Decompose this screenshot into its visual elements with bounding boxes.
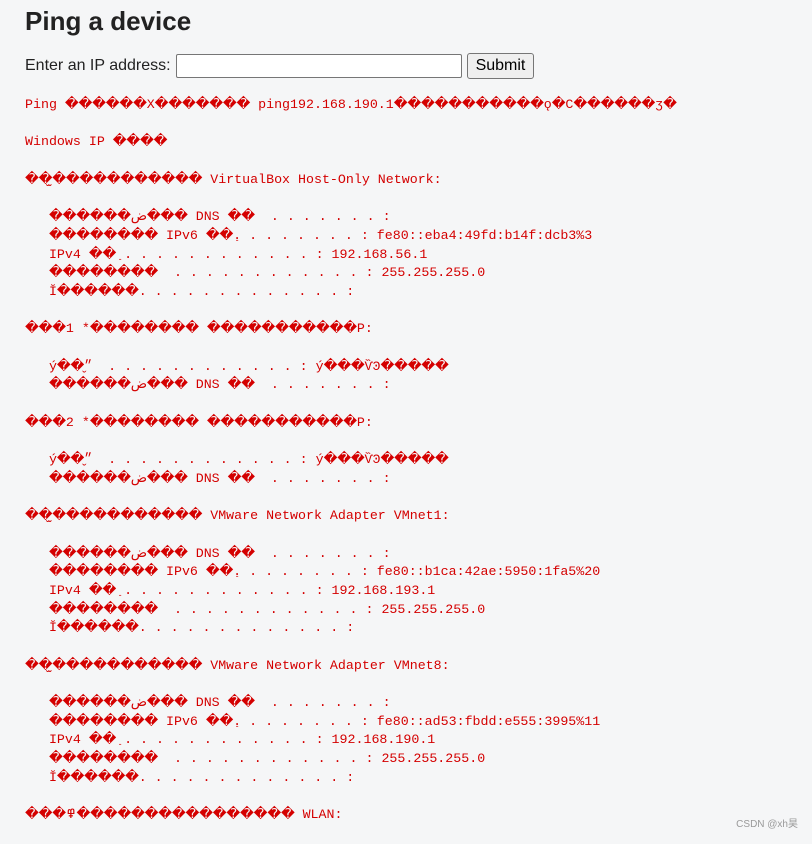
output-line: ������ض��� DNS �� . . . . . . . : xyxy=(25,470,391,486)
output-block: ������ض��� DNS �� . . . . . . . : ������… xyxy=(25,694,677,787)
output-block: Ping ������X������� ping192.168.190.1���… xyxy=(25,96,677,115)
output-line: �������� IPv6 ��ַ. . . . . . . . : fe80:… xyxy=(25,713,601,729)
output-line: ���2 *�������� �����������Ρ: xyxy=(25,414,373,430)
output-block: ��̫����������� VMware Network Adapter VM… xyxy=(25,507,677,526)
output-line: ���߾���������������� WLAN: xyxy=(25,807,343,823)
output-line: ������ض��� DNS �� . . . . . . . : xyxy=(25,209,391,225)
command-output: Ping ������X������� ping192.168.190.1���… xyxy=(25,96,677,844)
output-line: ��̫����������� VMware Network Adapter VM… xyxy=(25,657,450,673)
output-line: Windows IP ���� xyxy=(25,134,168,150)
output-block: ���߾���������������� WLAN: xyxy=(25,806,677,825)
output-block: ���1 *�������� �����������Ρ: xyxy=(25,320,677,339)
output-line: ��̫����������� VMware Network Adapter VM… xyxy=(25,508,450,524)
output-line: ������ض��� DNS �� . . . . . . . : xyxy=(25,545,391,561)
output-line: IPv4 ��ַ . . . . . . . . . . . . : 192.1… xyxy=(25,246,428,262)
output-line: Ĭ������. . . . . . . . . . . . . : xyxy=(25,620,355,636)
output-line: ��̫����������� VirtualBox Host-Only Netw… xyxy=(25,171,442,187)
ping-form: Enter an IP address: Submit xyxy=(25,53,535,79)
output-block: ������ض��� DNS �� . . . . . . . : ������… xyxy=(25,545,677,638)
output-block: ý��״̬ . . . . . . . . . . . . : ý���ѶϿ��… xyxy=(25,358,677,395)
output-block: ý��״̬ . . . . . . . . . . . . : ý���ѶϿ��… xyxy=(25,451,677,488)
output-line: ���1 *�������� �����������Ρ: xyxy=(25,321,373,337)
output-block: ������ض��� DNS �� . . . . . . . : ������… xyxy=(25,208,677,301)
output-block: ��̫����������� VMware Network Adapter VM… xyxy=(25,657,677,676)
output-block: Windows IP ���� xyxy=(25,133,677,152)
ip-label: Enter an IP address: xyxy=(25,57,171,74)
output-line: ý��״̬ . . . . . . . . . . . . : ý���ѶϿ��… xyxy=(25,452,449,468)
output-line: IPv4 ��ַ . . . . . . . . . . . . : 192.1… xyxy=(25,582,436,598)
output-line: �������� IPv6 ��ַ. . . . . . . . : fe80:… xyxy=(25,564,601,580)
output-line: ������ض��� DNS �� . . . . . . . : xyxy=(25,377,391,393)
output-line: IPv4 ��ַ . . . . . . . . . . . . : 192.1… xyxy=(25,732,436,748)
ip-input[interactable] xyxy=(175,54,462,78)
watermark: CSDN @xh昊 xyxy=(736,819,798,830)
output-block: ���2 *�������� �����������Ρ: xyxy=(25,414,677,433)
output-line: �������� . . . . . . . . . . . . : 255.2… xyxy=(25,265,486,281)
output-line: �������� IPv6 ��ַ. . . . . . . . : fe80:… xyxy=(25,227,593,243)
output-line: Ping ������X������� ping192.168.190.1���… xyxy=(25,97,677,112)
output-line: Ĭ������. . . . . . . . . . . . . : xyxy=(25,769,355,785)
page-title: Ping a device xyxy=(25,6,192,36)
output-block: ��̫����������� VirtualBox Host-Only Netw… xyxy=(25,171,677,190)
submit-button[interactable]: Submit xyxy=(466,53,535,79)
output-line: ý��״̬ . . . . . . . . . . . . : ý���ѶϿ��… xyxy=(25,358,449,374)
output-line: �������� . . . . . . . . . . . . : 255.2… xyxy=(25,601,486,617)
output-line: �������� . . . . . . . . . . . . : 255.2… xyxy=(25,751,486,767)
output-line: Ĭ������. . . . . . . . . . . . . : xyxy=(25,283,355,299)
output-line: ������ض��� DNS �� . . . . . . . : xyxy=(25,695,391,710)
